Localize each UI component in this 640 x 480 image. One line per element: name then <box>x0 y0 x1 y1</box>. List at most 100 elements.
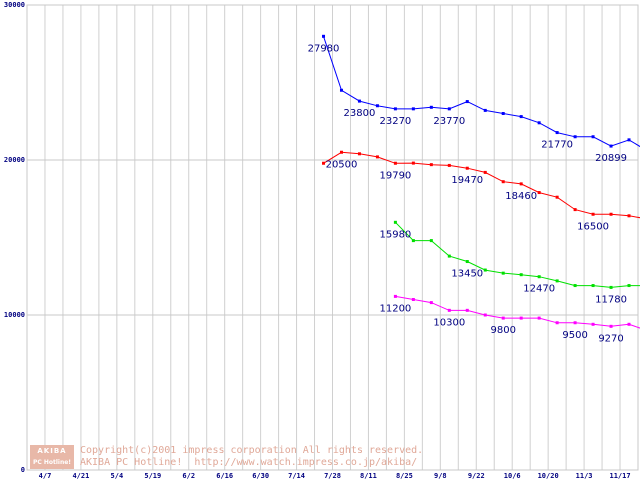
data-point-green <box>573 284 577 288</box>
data-point-blue <box>357 99 361 103</box>
data-point-green <box>465 260 469 264</box>
data-label-magenta: 9500 <box>562 330 587 341</box>
x-tick-label: 10/20 <box>538 472 559 480</box>
data-point-green <box>501 271 505 275</box>
data-point-magenta <box>429 301 433 305</box>
data-point-magenta <box>591 322 595 326</box>
data-point-magenta <box>447 308 451 312</box>
data-point-red <box>322 161 326 165</box>
data-point-blue <box>322 34 326 38</box>
data-label-magenta: 10300 <box>433 317 465 328</box>
data-point-red <box>393 161 397 165</box>
data-point-magenta <box>609 324 613 328</box>
data-point-blue <box>555 131 559 135</box>
data-point-red <box>591 212 595 216</box>
chart-axes: 0 10000 20000 30000 4/7 4/21 5/4 5/19 6/2 6/16 6/3… <box>4 1 631 480</box>
data-point-blue <box>573 135 577 139</box>
x-tick-label: 9/22 <box>468 472 485 480</box>
data-point-magenta <box>627 322 631 326</box>
x-tick-label: 5/19 <box>144 472 161 480</box>
data-point-green <box>555 279 559 283</box>
data-point-blue <box>447 107 451 111</box>
x-tick-label: 7/14 <box>288 472 305 480</box>
logo-bottom-text: PC Hotline! <box>30 457 74 469</box>
copyright-notice: Copyright(c)2001 impress corporation All… <box>80 445 423 469</box>
data-label-red: 18460 <box>505 191 537 202</box>
data-label-blue: 20899 <box>595 153 627 164</box>
copyright-line-2: AKIBA PC Hotline! http://www.watch.impre… <box>80 457 418 468</box>
data-label-red: 19470 <box>451 175 483 186</box>
chart-series <box>322 34 640 329</box>
x-tick-label: 9/8 <box>434 472 447 480</box>
data-point-red <box>339 150 343 154</box>
data-point-red <box>465 166 469 170</box>
data-point-red <box>447 163 451 167</box>
data-point-magenta <box>465 308 469 312</box>
data-point-magenta <box>411 298 415 301</box>
data-point-blue <box>609 144 613 148</box>
y-tick-label: 30000 <box>4 1 25 9</box>
akiba-logo: AKIBA PC Hotline! <box>30 445 74 469</box>
data-point-magenta <box>519 316 523 320</box>
x-tick-label: 11/3 <box>576 472 593 480</box>
data-label-green: 13450 <box>451 269 483 280</box>
data-point-blue <box>537 121 541 125</box>
data-point-green <box>591 284 595 288</box>
data-point-green <box>609 285 613 289</box>
x-tick-label: 5/4 <box>111 472 124 480</box>
copyright-line-1: Copyright(c)2001 impress corporation All… <box>80 445 424 456</box>
series-line-blue <box>323 36 640 148</box>
x-tick-label: 4/21 <box>72 472 89 480</box>
data-point-green <box>429 239 433 243</box>
y-tick-label: 10000 <box>4 311 25 319</box>
x-tick-label: 7/28 <box>324 472 341 480</box>
data-label-blue: 27980 <box>308 43 340 54</box>
data-label-blue: 23270 <box>379 116 411 127</box>
x-tick-label: 10/6 <box>504 472 521 480</box>
x-tick-label: 4/7 <box>39 472 52 480</box>
data-label-red: 16500 <box>577 221 609 232</box>
x-tick-label: 8/11 <box>360 472 377 480</box>
data-point-blue <box>465 100 469 104</box>
data-point-red <box>573 208 577 212</box>
data-point-blue <box>375 104 379 108</box>
chart-data-labels: 2798023800232702377021770208992027020500… <box>308 43 627 344</box>
x-tick-label: 6/16 <box>216 472 233 480</box>
data-point-blue <box>393 107 397 111</box>
data-point-red <box>519 182 523 186</box>
series-line-magenta <box>395 295 640 329</box>
data-point-blue <box>627 138 631 142</box>
data-point-red <box>555 195 559 199</box>
data-label-blue: 23770 <box>433 116 465 127</box>
data-label-red: 19790 <box>379 170 411 181</box>
data-point-blue <box>519 115 523 119</box>
data-point-magenta <box>537 316 541 320</box>
data-point-green <box>393 220 397 224</box>
data-point-magenta <box>573 321 577 325</box>
y-tick-label: 20000 <box>4 156 25 164</box>
data-label-green: 12470 <box>523 284 555 295</box>
data-point-blue <box>591 135 595 139</box>
data-point-green <box>483 268 487 272</box>
data-point-magenta <box>501 316 505 320</box>
data-point-blue <box>483 108 487 112</box>
data-point-red <box>609 212 613 216</box>
data-point-blue <box>429 105 433 109</box>
x-tick-label: 6/30 <box>252 472 269 480</box>
data-label-green: 15980 <box>379 229 411 240</box>
y-tick-label: 0 <box>21 466 25 474</box>
data-label-blue: 21770 <box>541 140 573 151</box>
data-point-red <box>483 170 487 174</box>
data-point-blue <box>339 88 343 92</box>
data-label-blue: 23800 <box>344 108 376 119</box>
data-label-magenta: 9800 <box>490 325 515 336</box>
data-point-red <box>411 161 415 165</box>
data-point-blue <box>501 112 505 115</box>
data-point-red <box>537 191 541 195</box>
data-point-red <box>501 180 505 184</box>
chart-grid <box>26 4 639 471</box>
x-tick-label: 8/25 <box>396 472 413 480</box>
data-point-green <box>537 275 541 279</box>
logo-top-text: AKIBA <box>30 445 74 457</box>
